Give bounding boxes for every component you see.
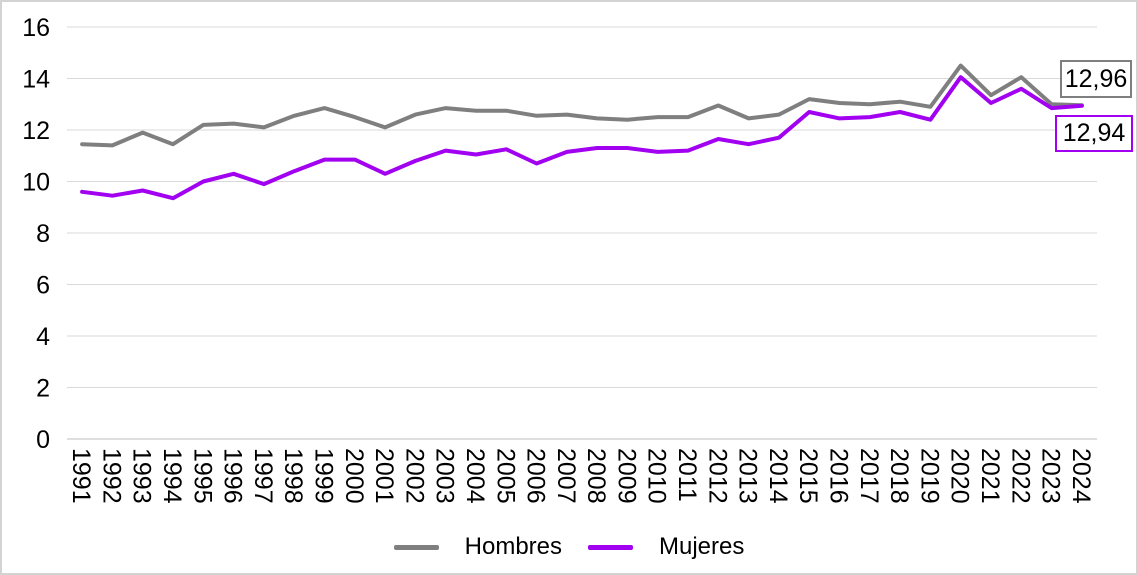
x-tick-label: 2002: [400, 448, 428, 504]
legend-label-hombres: Hombres: [464, 533, 562, 560]
x-tick-label: 1999: [310, 448, 338, 504]
x-tick-label: 2005: [491, 448, 519, 504]
mujeres-line-swatch: [588, 544, 633, 550]
mujeres-line: [80, 75, 1084, 201]
y-tick-label: 16: [22, 14, 50, 42]
x-tick-label: 1998: [279, 448, 307, 504]
hombres-end-value-label: 12,96: [1060, 60, 1132, 98]
x-tick-label: 2011: [673, 448, 701, 502]
y-tick-label: 6: [36, 272, 50, 300]
x-tick-label: 2010: [643, 448, 671, 504]
y-tick-label: 10: [22, 169, 50, 197]
hombres-line-swatch: [393, 544, 439, 550]
y-tick-label: 4: [36, 323, 50, 351]
x-tick-label: 2008: [582, 448, 610, 504]
x-tick-label: 2013: [734, 448, 762, 504]
x-tick-label: 2019: [915, 448, 943, 504]
x-tick-label: 2020: [946, 448, 974, 504]
y-tick-label: 2: [36, 375, 50, 403]
x-tick-label: 1997: [249, 448, 277, 504]
x-tick-label: 2016: [825, 448, 853, 504]
legend: Hombres Mujeres: [2, 535, 1136, 559]
x-tick-label: 1994: [158, 448, 186, 504]
x-tick-label: 2001: [370, 448, 398, 504]
legend-item-hombres: Hombres: [393, 533, 562, 560]
x-tick-label: 2003: [431, 448, 459, 504]
mujeres-end-value-label: 12,94: [1055, 115, 1133, 152]
legend-item-mujeres: Mujeres: [588, 535, 744, 559]
y-tick-label: 8: [36, 220, 50, 248]
x-tick-label: 1992: [97, 448, 125, 504]
x-tick-label: 2012: [703, 448, 731, 504]
x-tick-label: 2021: [976, 448, 1004, 504]
y-tick-label: 0: [36, 426, 50, 454]
x-tick-label: 2017: [855, 448, 883, 504]
y-tick-label: 14: [22, 66, 50, 94]
hombres-line: [80, 63, 1084, 148]
x-tick-label: 2018: [885, 448, 913, 504]
x-tick-label: 2006: [522, 448, 550, 504]
x-tick-label: 2009: [612, 448, 640, 504]
x-tick-label: 2004: [461, 448, 489, 504]
x-tick-label: 1993: [128, 448, 156, 504]
x-tick-label: 2014: [764, 448, 792, 504]
x-tick-label: 2024: [1067, 448, 1095, 504]
x-tick-label: 2000: [340, 448, 368, 504]
y-tick-label: 12: [22, 117, 50, 145]
x-tick-label: 2007: [552, 448, 580, 504]
x-tick-label: 2022: [1006, 448, 1034, 504]
x-tick-label: 2023: [1037, 448, 1065, 504]
x-tick-label: 1996: [219, 448, 247, 504]
legend-label-mujeres: Mujeres: [659, 533, 745, 560]
x-tick-label: 1995: [188, 448, 216, 504]
x-tick-label: 2015: [794, 448, 822, 504]
x-tick-label: 1991: [67, 448, 95, 504]
